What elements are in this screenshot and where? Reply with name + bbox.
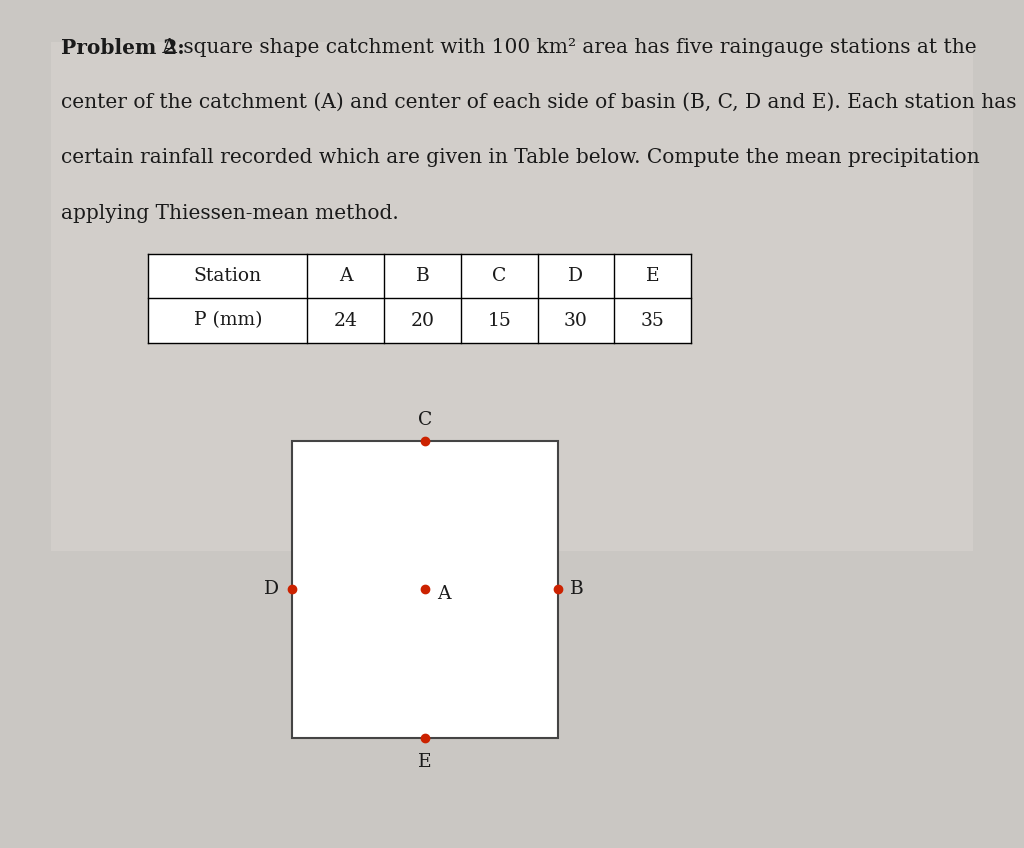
Text: Problem 2:: Problem 2: bbox=[61, 38, 185, 59]
Text: A: A bbox=[437, 584, 451, 603]
Text: D: D bbox=[568, 267, 584, 286]
Text: 30: 30 bbox=[564, 311, 588, 330]
Bar bbox=[292, 441, 558, 738]
Text: E: E bbox=[418, 753, 432, 771]
Text: 35: 35 bbox=[641, 311, 665, 330]
Text: E: E bbox=[646, 267, 659, 286]
Text: 15: 15 bbox=[487, 311, 511, 330]
Bar bbox=[148, 254, 691, 343]
Text: 20: 20 bbox=[411, 311, 434, 330]
Bar bbox=[51, 42, 973, 551]
Text: applying Thiessen-mean method.: applying Thiessen-mean method. bbox=[61, 204, 399, 222]
Text: B: B bbox=[570, 580, 584, 599]
Text: C: C bbox=[418, 410, 432, 429]
Text: center of the catchment (A) and center of each side of basin (B, C, D and E). Ea: center of the catchment (A) and center o… bbox=[61, 93, 1017, 112]
Text: D: D bbox=[264, 580, 280, 599]
Text: Station: Station bbox=[194, 267, 262, 286]
Text: P (mm): P (mm) bbox=[194, 311, 262, 330]
Text: 24: 24 bbox=[334, 311, 357, 330]
Text: A square shape catchment with 100 km² area has five raingauge stations at the: A square shape catchment with 100 km² ar… bbox=[156, 38, 976, 57]
Text: certain rainfall recorded which are given in Table below. Compute the mean preci: certain rainfall recorded which are give… bbox=[61, 148, 980, 167]
Text: B: B bbox=[416, 267, 429, 286]
Text: A: A bbox=[339, 267, 352, 286]
Text: C: C bbox=[492, 267, 507, 286]
